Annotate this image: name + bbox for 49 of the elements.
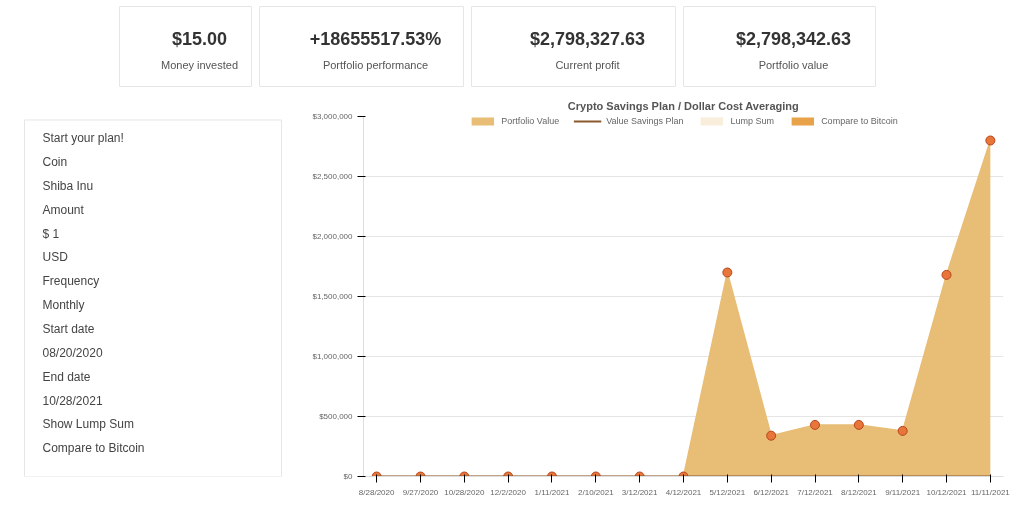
text: $2,798,327.63 [529, 29, 646, 50]
x-tick-label: 6/12/2021 [753, 487, 790, 497]
x-tick-label: 12/2/2020 [490, 487, 527, 497]
y-tick-label: $0 [343, 472, 354, 481]
text: 10/28/2021 [42, 393, 103, 408]
text: Money invested [160, 58, 239, 71]
text: Compare to Bitcoin [42, 441, 145, 456]
x-tick-label: 7/12/2021 [797, 487, 834, 497]
text: USD [42, 250, 69, 265]
text: Current profit [555, 58, 620, 71]
legend-label: Compare to Bitcoin [821, 116, 898, 126]
text: $15.00 [171, 29, 228, 50]
legend-label: Value Savings Plan [606, 116, 684, 126]
x-tick-label: 10/12/2021 [926, 487, 968, 497]
x-tick-label: 3/12/2021 [621, 487, 659, 497]
text: Start your plan! [42, 131, 124, 146]
text: End date [42, 369, 91, 384]
text: $2,798,342.63 [735, 29, 852, 50]
x-tick-label: 9/11/2021 [885, 487, 921, 497]
y-tick-label: $2,000,000 [312, 232, 354, 241]
x-tick-label: 8/28/2020 [358, 487, 395, 497]
text: Portfolio value [758, 58, 829, 71]
text: Frequency [42, 274, 100, 289]
x-tick-label: 1/11/2021 [534, 487, 571, 497]
text: Start date [42, 322, 95, 337]
text: $ 1 [42, 226, 60, 241]
text: Show Lump Sum [42, 417, 134, 432]
y-tick-label: $1,000,000 [312, 352, 354, 361]
x-tick-label: 9/27/2020 [402, 487, 439, 497]
text: Shiba Inu [42, 178, 94, 193]
text: +18655517.53% [309, 29, 442, 50]
y-tick-label: $3,000,000 [312, 112, 354, 121]
y-tick-label: $2,500,000 [312, 172, 354, 181]
x-tick-label: 5/12/2021 [709, 487, 746, 497]
x-tick-label: 8/12/2021 [841, 487, 878, 497]
text: Amount [42, 202, 85, 217]
y-tick-label: $500,000 [319, 412, 354, 421]
text: 08/20/2020 [42, 345, 103, 360]
text: Portfolio performance [322, 58, 429, 71]
legend-label: Portfolio Value [501, 116, 560, 126]
text: Monthly [42, 298, 85, 313]
text: Coin [42, 155, 68, 170]
x-tick-label: 4/12/2021 [665, 487, 702, 497]
chart-title: Crypto Savings Plan / Dollar Cost Averaging [567, 99, 799, 112]
x-tick-label: 10/28/2020 [444, 487, 485, 497]
y-tick-label: $1,500,000 [312, 292, 354, 301]
x-tick-label: 2/10/2021 [578, 487, 615, 497]
x-tick-label: 11/11/2021 [970, 487, 1011, 497]
legend-label: Lump Sum [730, 116, 775, 126]
